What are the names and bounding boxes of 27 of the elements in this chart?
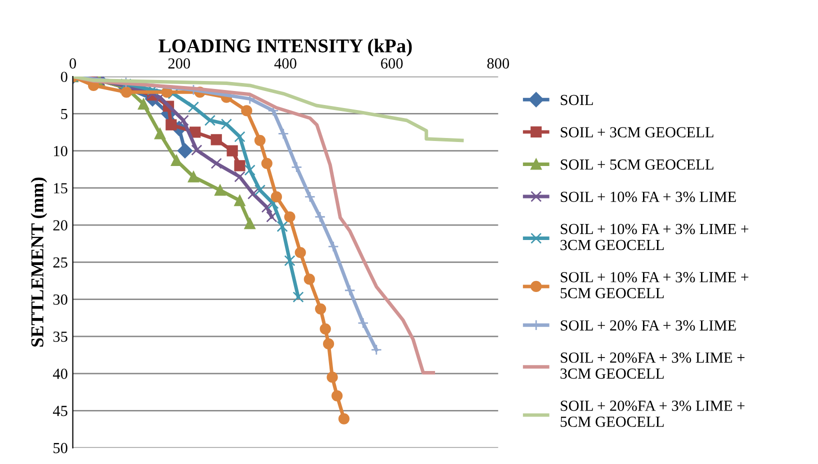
legend-label: SOIL + 10% FA + 3% LIME <box>560 192 736 202</box>
y-axis-title: SETTLEMENT (mm) <box>30 178 48 347</box>
y-tick-label: 35 <box>53 332 68 342</box>
y-tick-label: 30 <box>53 294 68 305</box>
legend-label: SOIL + 5CM GEOCELL <box>560 159 714 170</box>
legend-label: SOIL + 3CM GEOCELL <box>560 127 714 138</box>
y-tick-label: 40 <box>52 368 68 379</box>
x-axis-title: LOADING INTENSITY (kPa) <box>158 38 412 56</box>
legend-label: SOIL + 10% FA + 3% LIME + 3CM GEOCELL <box>560 224 748 250</box>
legend-label: SOIL + 10% FA + 3% LIME + 5CM GEOCELL <box>560 272 748 298</box>
legend-label: SOIL + 20%FA + 3% LIME + 3CM GEOCELL <box>560 352 744 379</box>
y-tick-label: 45 <box>52 406 68 416</box>
legend-label: SOIL + 20%FA + 3% LIME + 5CM GEOCELL <box>560 400 744 427</box>
x-tick-label: 600 <box>381 58 403 69</box>
y-tick-label: 5 <box>61 108 68 120</box>
y-tick-label: 20 <box>53 220 68 230</box>
legend-label: SOIL <box>560 94 593 106</box>
x-tick-label: 200 <box>168 58 190 69</box>
x-tick-label: 0 <box>70 58 76 69</box>
legend-label: SOIL + 20% FA + 3% LIME <box>560 320 736 331</box>
x-tick-label: 800 <box>487 58 510 69</box>
x-tick-label: 400 <box>274 58 296 69</box>
y-tick-label: 25 <box>53 257 68 268</box>
y-tick-label: 50 <box>54 442 68 454</box>
y-tick-label: 0 <box>60 72 68 82</box>
y-tick-label: 15 <box>54 183 68 194</box>
y-tick-label: 10 <box>54 146 68 156</box>
